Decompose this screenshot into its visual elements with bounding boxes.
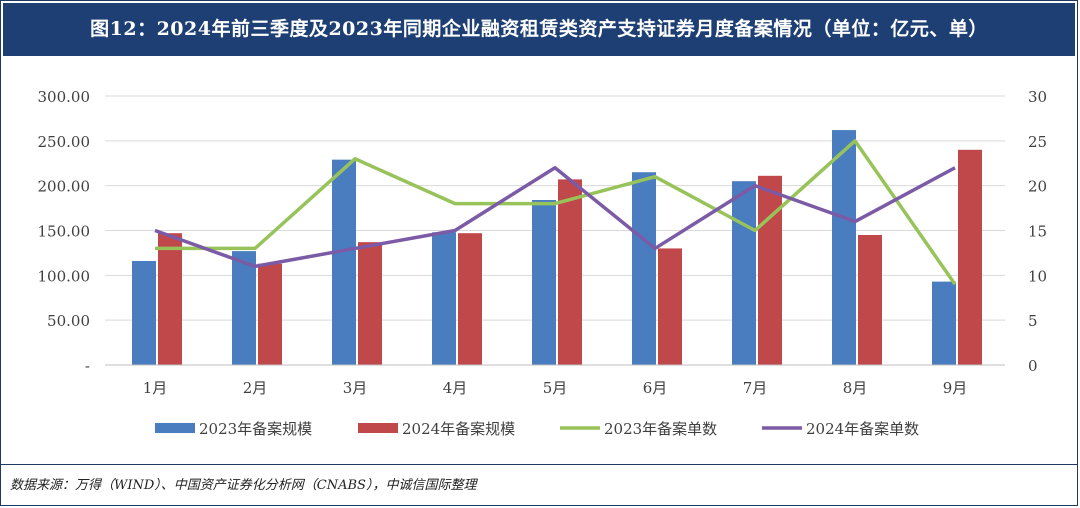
right-axis-tick-label: 15 (1028, 223, 1047, 241)
bar-series-2 (958, 149, 982, 365)
bar-series-2 (558, 179, 582, 365)
right-axis-tick-label: 20 (1028, 178, 1047, 196)
x-axis-category-label: 6月 (643, 379, 668, 397)
legend-swatch (358, 423, 398, 433)
line-series-1 (155, 139, 957, 286)
x-axis-category-label: 8月 (843, 379, 868, 397)
left-axis-tick-label: 50.00 (47, 312, 90, 330)
right-axis-tick-label: 0 (1028, 357, 1038, 375)
left-axis-tick-label: 200.00 (38, 178, 91, 196)
bar-series-2 (358, 242, 382, 365)
line-series-2 (154, 165, 956, 269)
left-axis-tick-label: - (85, 357, 90, 375)
bar-series-2 (858, 234, 882, 365)
bar-series-1 (432, 232, 456, 365)
right-axis-tick-label: 5 (1028, 312, 1038, 330)
left-axis-tick-label: 250.00 (38, 133, 91, 151)
chart-title: 图12：2024年前三季度及2023年同期企业融资租赁类资产支持证券月度备案情况… (3, 3, 1075, 56)
bar-series-1 (232, 251, 256, 365)
bar-series-2 (458, 233, 482, 365)
legend-label: 2024年备案单数 (806, 420, 919, 438)
legend-swatch (155, 423, 195, 433)
bar-series-1 (632, 172, 656, 365)
x-axis-category-label: 3月 (343, 379, 368, 397)
x-axis-category-label: 9月 (943, 379, 968, 397)
x-axis-category-label: 1月 (143, 379, 168, 397)
legend-label: 2023年备案规模 (199, 420, 312, 438)
chart-area: - 50.00 100.00 150.00 200.00 250.00 300.00 0 5 10… (0, 58, 1078, 464)
bar-series-1 (932, 281, 956, 365)
chart-svg: - 50.00 100.00 150.00 200.00 250.00 300.00 0 5 10… (38, 88, 1048, 438)
x-axis-category-label: 2月 (243, 379, 268, 397)
right-axis-tick-label: 30 (1028, 88, 1047, 106)
left-axis-tick-label: 300.00 (38, 88, 91, 106)
right-axis-tick-label: 25 (1028, 133, 1047, 151)
left-axis-tick-label: 150.00 (38, 223, 91, 241)
source-note: 数据来源：万得（WIND）、中国资产证券化分析网（CNABS），中诚信国际整理 (10, 478, 477, 493)
x-axis-category-label: 4月 (443, 379, 468, 397)
x-axis-category-label: 7月 (743, 379, 768, 397)
bar-series-1 (832, 130, 856, 365)
bar-series-2 (758, 175, 782, 365)
legend-label: 2023年备案单数 (604, 420, 717, 438)
x-axis-category-label: 5月 (543, 379, 568, 397)
bar-series-1 (132, 260, 156, 365)
right-axis-tick-label: 10 (1028, 267, 1047, 285)
bar-series-1 (532, 200, 556, 365)
legend-label: 2024年备案规模 (402, 420, 515, 438)
bar-series-1 (732, 181, 756, 365)
left-axis-tick-label: 100.00 (38, 267, 91, 285)
bar-series-2 (158, 233, 182, 365)
bar-series-2 (658, 248, 682, 365)
source-divider (0, 464, 1078, 465)
bar-series-1 (332, 159, 356, 365)
bar-series-2 (258, 263, 282, 365)
